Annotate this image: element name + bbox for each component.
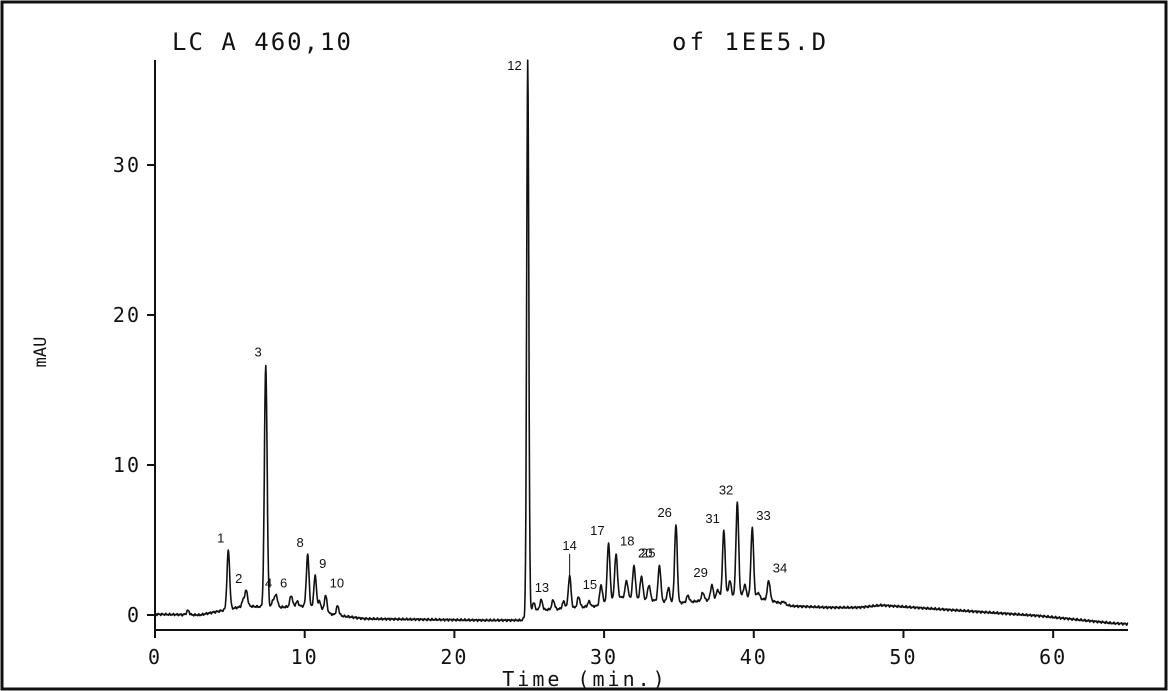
x-tick-label: 60 <box>1039 645 1067 669</box>
x-axis-label: Time (min.) <box>502 667 667 691</box>
peak-label: 1 <box>217 531 224 546</box>
y-tick-label: 20 <box>113 303 141 327</box>
y-tick-label: 30 <box>113 153 141 177</box>
header-right: of 1EE5.D <box>672 28 829 56</box>
peak-label: 26 <box>657 505 671 520</box>
x-tick-label: 40 <box>740 645 768 669</box>
x-tick-label: 0 <box>148 645 162 669</box>
peak-label: 4 <box>265 576 272 591</box>
y-axis-label: mAU <box>31 337 51 368</box>
peak-label: 25 <box>641 546 655 561</box>
peak-label: 20 <box>638 546 652 561</box>
peak-label: 15 <box>583 577 597 592</box>
axis-ticks: 0 10 20 30 40 50 60 0 10 20 30 <box>113 153 1067 669</box>
peak-label: 2 <box>235 571 242 586</box>
peak-label: 14 <box>562 538 576 553</box>
chromatogram-trace <box>154 59 1129 626</box>
peak-label: 34 <box>773 561 787 576</box>
peak-label: 3 <box>255 345 262 360</box>
peak-label: 29 <box>693 565 707 580</box>
peak-label: 12 <box>507 58 521 73</box>
peak-label: 13 <box>535 580 549 595</box>
x-tick-label: 50 <box>889 645 917 669</box>
peak-label: 6 <box>280 576 287 591</box>
y-tick-label: 0 <box>127 603 141 627</box>
peak-label: 10 <box>330 576 344 591</box>
peak-label: 31 <box>705 511 719 526</box>
peak-label: 8 <box>296 535 303 550</box>
x-tick-label: 20 <box>440 645 468 669</box>
y-tick-label: 10 <box>113 453 141 477</box>
trace-layer <box>154 59 1129 626</box>
peak-label: 17 <box>590 523 604 538</box>
peak-label: 33 <box>756 508 770 523</box>
x-tick-label: 30 <box>590 645 618 669</box>
peak-label: 9 <box>319 556 326 571</box>
x-tick-label: 10 <box>291 645 319 669</box>
peak-label: 32 <box>719 483 733 498</box>
peak-label: 18 <box>620 534 634 549</box>
header-left: LC A 460,10 <box>172 28 353 56</box>
